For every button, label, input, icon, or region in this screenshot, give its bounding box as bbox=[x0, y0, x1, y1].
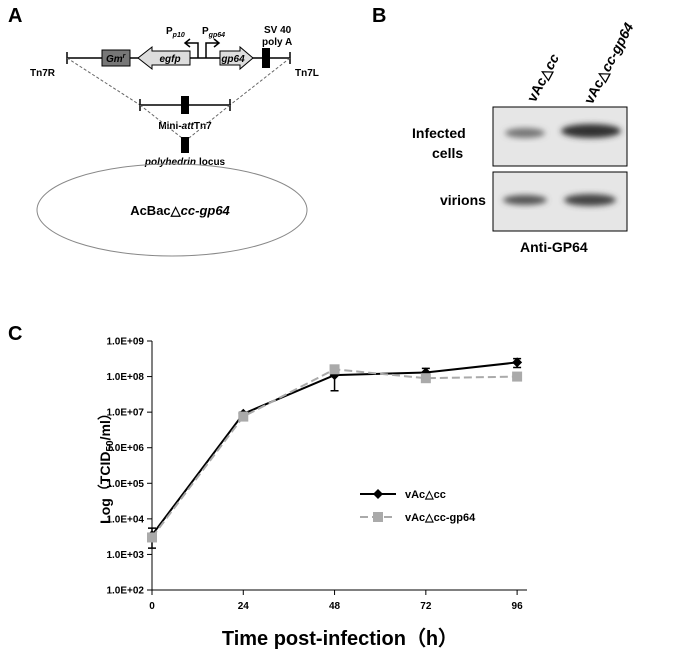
sub: p10 bbox=[172, 32, 185, 39]
promoter-p10: Pp10 bbox=[166, 26, 185, 39]
promoter-arrow bbox=[205, 38, 221, 58]
dashed bbox=[139, 104, 183, 139]
gp64-label: gp64 bbox=[220, 54, 245, 65]
legend-marker bbox=[373, 489, 383, 499]
gm-sup: r bbox=[123, 53, 127, 60]
plot: 1.0E+02 1.0E+03 1.0E+04 1.0E+05 1.0E+06 1.0E+… bbox=[106, 337, 527, 612]
t: AcBac△ bbox=[130, 203, 181, 218]
band bbox=[561, 124, 621, 138]
point bbox=[147, 532, 157, 543]
legend-marker bbox=[373, 512, 383, 522]
y-tick-label: 1.0E+04 bbox=[106, 514, 144, 525]
gp64-arrow bbox=[219, 45, 254, 71]
x-axis-label: Time post-infection（h） bbox=[222, 627, 458, 650]
x-tick-label: 0 bbox=[149, 601, 155, 612]
x-tick-label: 48 bbox=[329, 601, 341, 612]
x-tick-label: 72 bbox=[420, 601, 432, 612]
gm-label: Gmr bbox=[106, 53, 127, 65]
egfp-label: egfp bbox=[159, 54, 180, 65]
t: Mini- bbox=[158, 121, 181, 132]
x-tick-label: 96 bbox=[512, 601, 524, 612]
panel-label: C bbox=[8, 323, 22, 345]
t: Log（TCID bbox=[97, 452, 113, 524]
dashed bbox=[229, 57, 291, 106]
y-tick-label: 1.0E+03 bbox=[106, 550, 144, 561]
promoter-gp64: Pgp64 bbox=[202, 26, 225, 39]
band bbox=[564, 194, 616, 206]
t: att bbox=[182, 121, 195, 132]
t: /ml） bbox=[97, 406, 113, 440]
point bbox=[329, 364, 340, 375]
y-tick-label: 1.0E+05 bbox=[106, 479, 144, 490]
row-label: cells bbox=[432, 145, 463, 161]
point bbox=[238, 411, 249, 422]
egfp-arrow bbox=[137, 45, 191, 71]
t: cc bbox=[541, 51, 563, 72]
genome bbox=[36, 163, 308, 257]
gm: Gm bbox=[106, 54, 123, 65]
point bbox=[420, 373, 431, 384]
locus-box bbox=[181, 137, 189, 153]
row-label: Infected bbox=[412, 125, 466, 141]
t: cc-gp64 bbox=[598, 20, 637, 74]
tn7l: Tn7L bbox=[295, 68, 319, 79]
promoter-arrow bbox=[183, 38, 199, 58]
point bbox=[512, 357, 523, 368]
t: 50 bbox=[105, 440, 116, 452]
lane-label: vAc△cc-gp64 bbox=[581, 20, 637, 107]
lane-label: vAc△cc bbox=[524, 51, 563, 105]
sub: gp64 bbox=[208, 32, 225, 39]
antibody: Anti-GP64 bbox=[520, 239, 588, 255]
row-label: virions bbox=[440, 192, 486, 208]
y-tick-label: 1.0E+08 bbox=[106, 372, 144, 383]
y-tick-label: 1.0E+02 bbox=[106, 586, 144, 597]
t: Tn7 bbox=[194, 121, 212, 132]
legend-label: vAc△cc-gp64 bbox=[405, 512, 476, 524]
point bbox=[512, 371, 523, 382]
y-axis-label: Log（TCID50/ml） bbox=[97, 406, 116, 524]
t: locus bbox=[199, 157, 226, 168]
panel-label: A bbox=[8, 5, 22, 27]
p: P bbox=[202, 26, 209, 37]
t: polyhedrin bbox=[144, 157, 196, 168]
dashed bbox=[188, 104, 231, 139]
strain-label: AcBac△cc-gp64 bbox=[130, 203, 230, 218]
tn7r: Tn7R bbox=[30, 68, 56, 79]
p: P bbox=[166, 26, 173, 37]
panel-label: B bbox=[372, 5, 386, 27]
locus-label: polyhedrin locus bbox=[144, 157, 226, 168]
sv40: SV 40 bbox=[264, 25, 292, 36]
y-tick-label: 1.0E+06 bbox=[106, 443, 144, 454]
poly-a: poly A bbox=[262, 37, 292, 48]
gm-box bbox=[101, 49, 131, 67]
x-tick-label: 24 bbox=[238, 601, 250, 612]
mini-box bbox=[181, 96, 189, 114]
legend-label: vAc△cc bbox=[405, 489, 446, 501]
y-tick-label: 1.0E+07 bbox=[106, 408, 144, 419]
dashed bbox=[66, 57, 141, 106]
polya-box bbox=[262, 48, 270, 68]
band bbox=[503, 195, 547, 205]
band bbox=[505, 128, 545, 138]
mini-label: Mini-attTn7 bbox=[158, 121, 212, 132]
t: cc-gp64 bbox=[181, 203, 231, 218]
y-tick-label: 1.0E+09 bbox=[106, 337, 144, 348]
